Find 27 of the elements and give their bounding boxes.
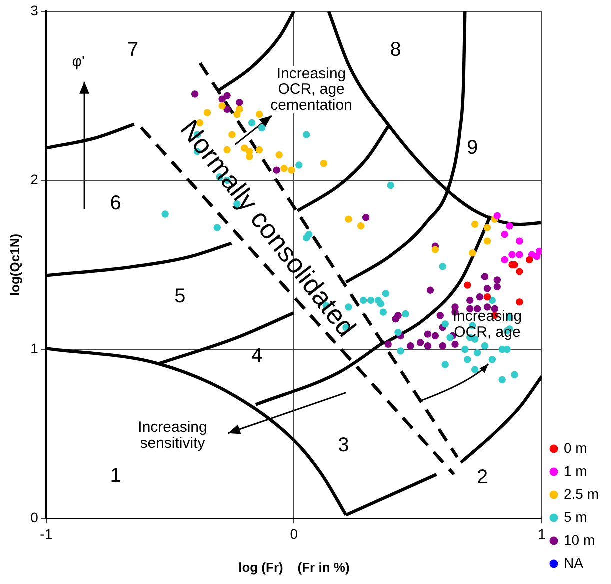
annotation: Increasing sensitivity — [138, 419, 208, 452]
x-tick-label: -1 — [40, 526, 53, 542]
x-tick-label: 1 — [538, 526, 546, 542]
x-tick-label: 0 — [290, 526, 298, 542]
annotation: 8 — [390, 38, 402, 61]
annotation: 1 — [110, 465, 122, 488]
legend-label: 2.5 m — [564, 486, 599, 502]
legend-label: 1 m — [564, 462, 588, 479]
annotation: φ' — [72, 53, 86, 70]
annotation: 5 — [174, 285, 186, 308]
y-axis-title: log(Qc1N) — [7, 234, 22, 296]
x-axis-title: log (Fr) (Fr in %) — [238, 560, 350, 575]
annotation: 9 — [467, 136, 478, 159]
annotation: 6 — [110, 192, 122, 215]
annotation: 3 — [338, 434, 350, 457]
y-tick-label: 2 — [30, 171, 39, 188]
annotation: 4 — [251, 344, 263, 367]
y-tick-label: 3 — [30, 2, 39, 18]
legend-label: 0 m — [564, 440, 588, 456]
legend-label: NA — [564, 554, 584, 571]
annotation: 2 — [476, 466, 488, 489]
annotation: 7 — [128, 38, 139, 61]
y-tick-label: 0 — [30, 509, 39, 526]
legend-label: 5 m — [564, 508, 588, 525]
annotation: Increasing OCR, age cementation — [270, 65, 352, 114]
y-tick-label: 1 — [30, 340, 39, 356]
legend-label: 10 m — [564, 532, 596, 548]
